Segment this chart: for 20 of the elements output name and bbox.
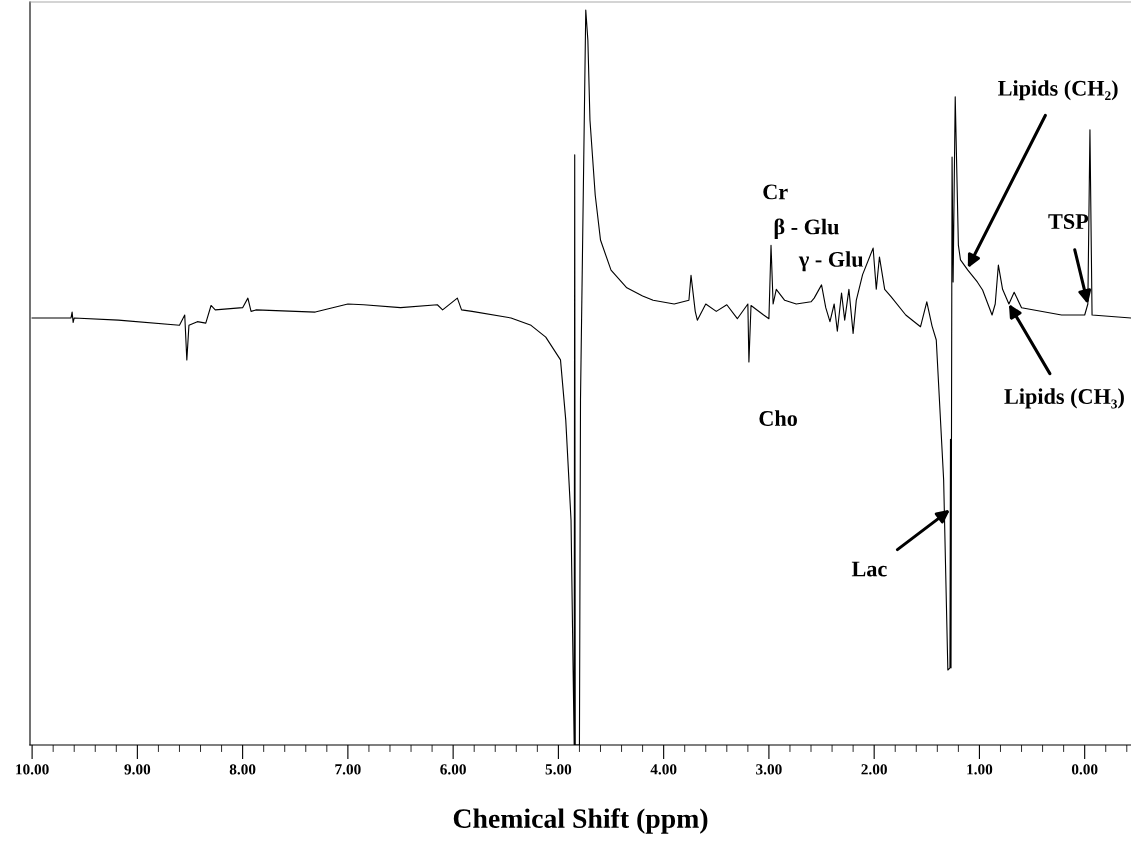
annotation: Lac (851, 561, 887, 577)
x-tick-label: 7.00 (335, 764, 361, 775)
annotation: Lipids (CH₂) (998, 80, 1118, 101)
x-axis-title: Chemical Shift (ppm) (453, 808, 708, 834)
x-tick-label: 2.00 (861, 764, 887, 775)
x-tick-label: 10.00 (16, 764, 49, 775)
x-tick-label: 5.00 (545, 764, 572, 775)
annotation: Cho (759, 410, 797, 426)
annotation: Cr (763, 184, 788, 200)
x-tick-label: 0.00 (1071, 764, 1098, 775)
annotation: β - Glu (774, 218, 839, 239)
x-tick-label: 3.00 (756, 764, 782, 775)
x-tick-label: 9.00 (124, 764, 151, 775)
x-tick-label: 8.00 (229, 764, 256, 775)
x-tick-label: 4.00 (650, 764, 677, 775)
x-tick-label: 1.00 (967, 764, 993, 775)
annotation: γ - Glu (798, 251, 864, 272)
x-tick-label: 6.00 (440, 764, 466, 775)
annotation: TSP (1048, 214, 1089, 230)
annotation: Lipids (CH₃) (1004, 388, 1124, 409)
